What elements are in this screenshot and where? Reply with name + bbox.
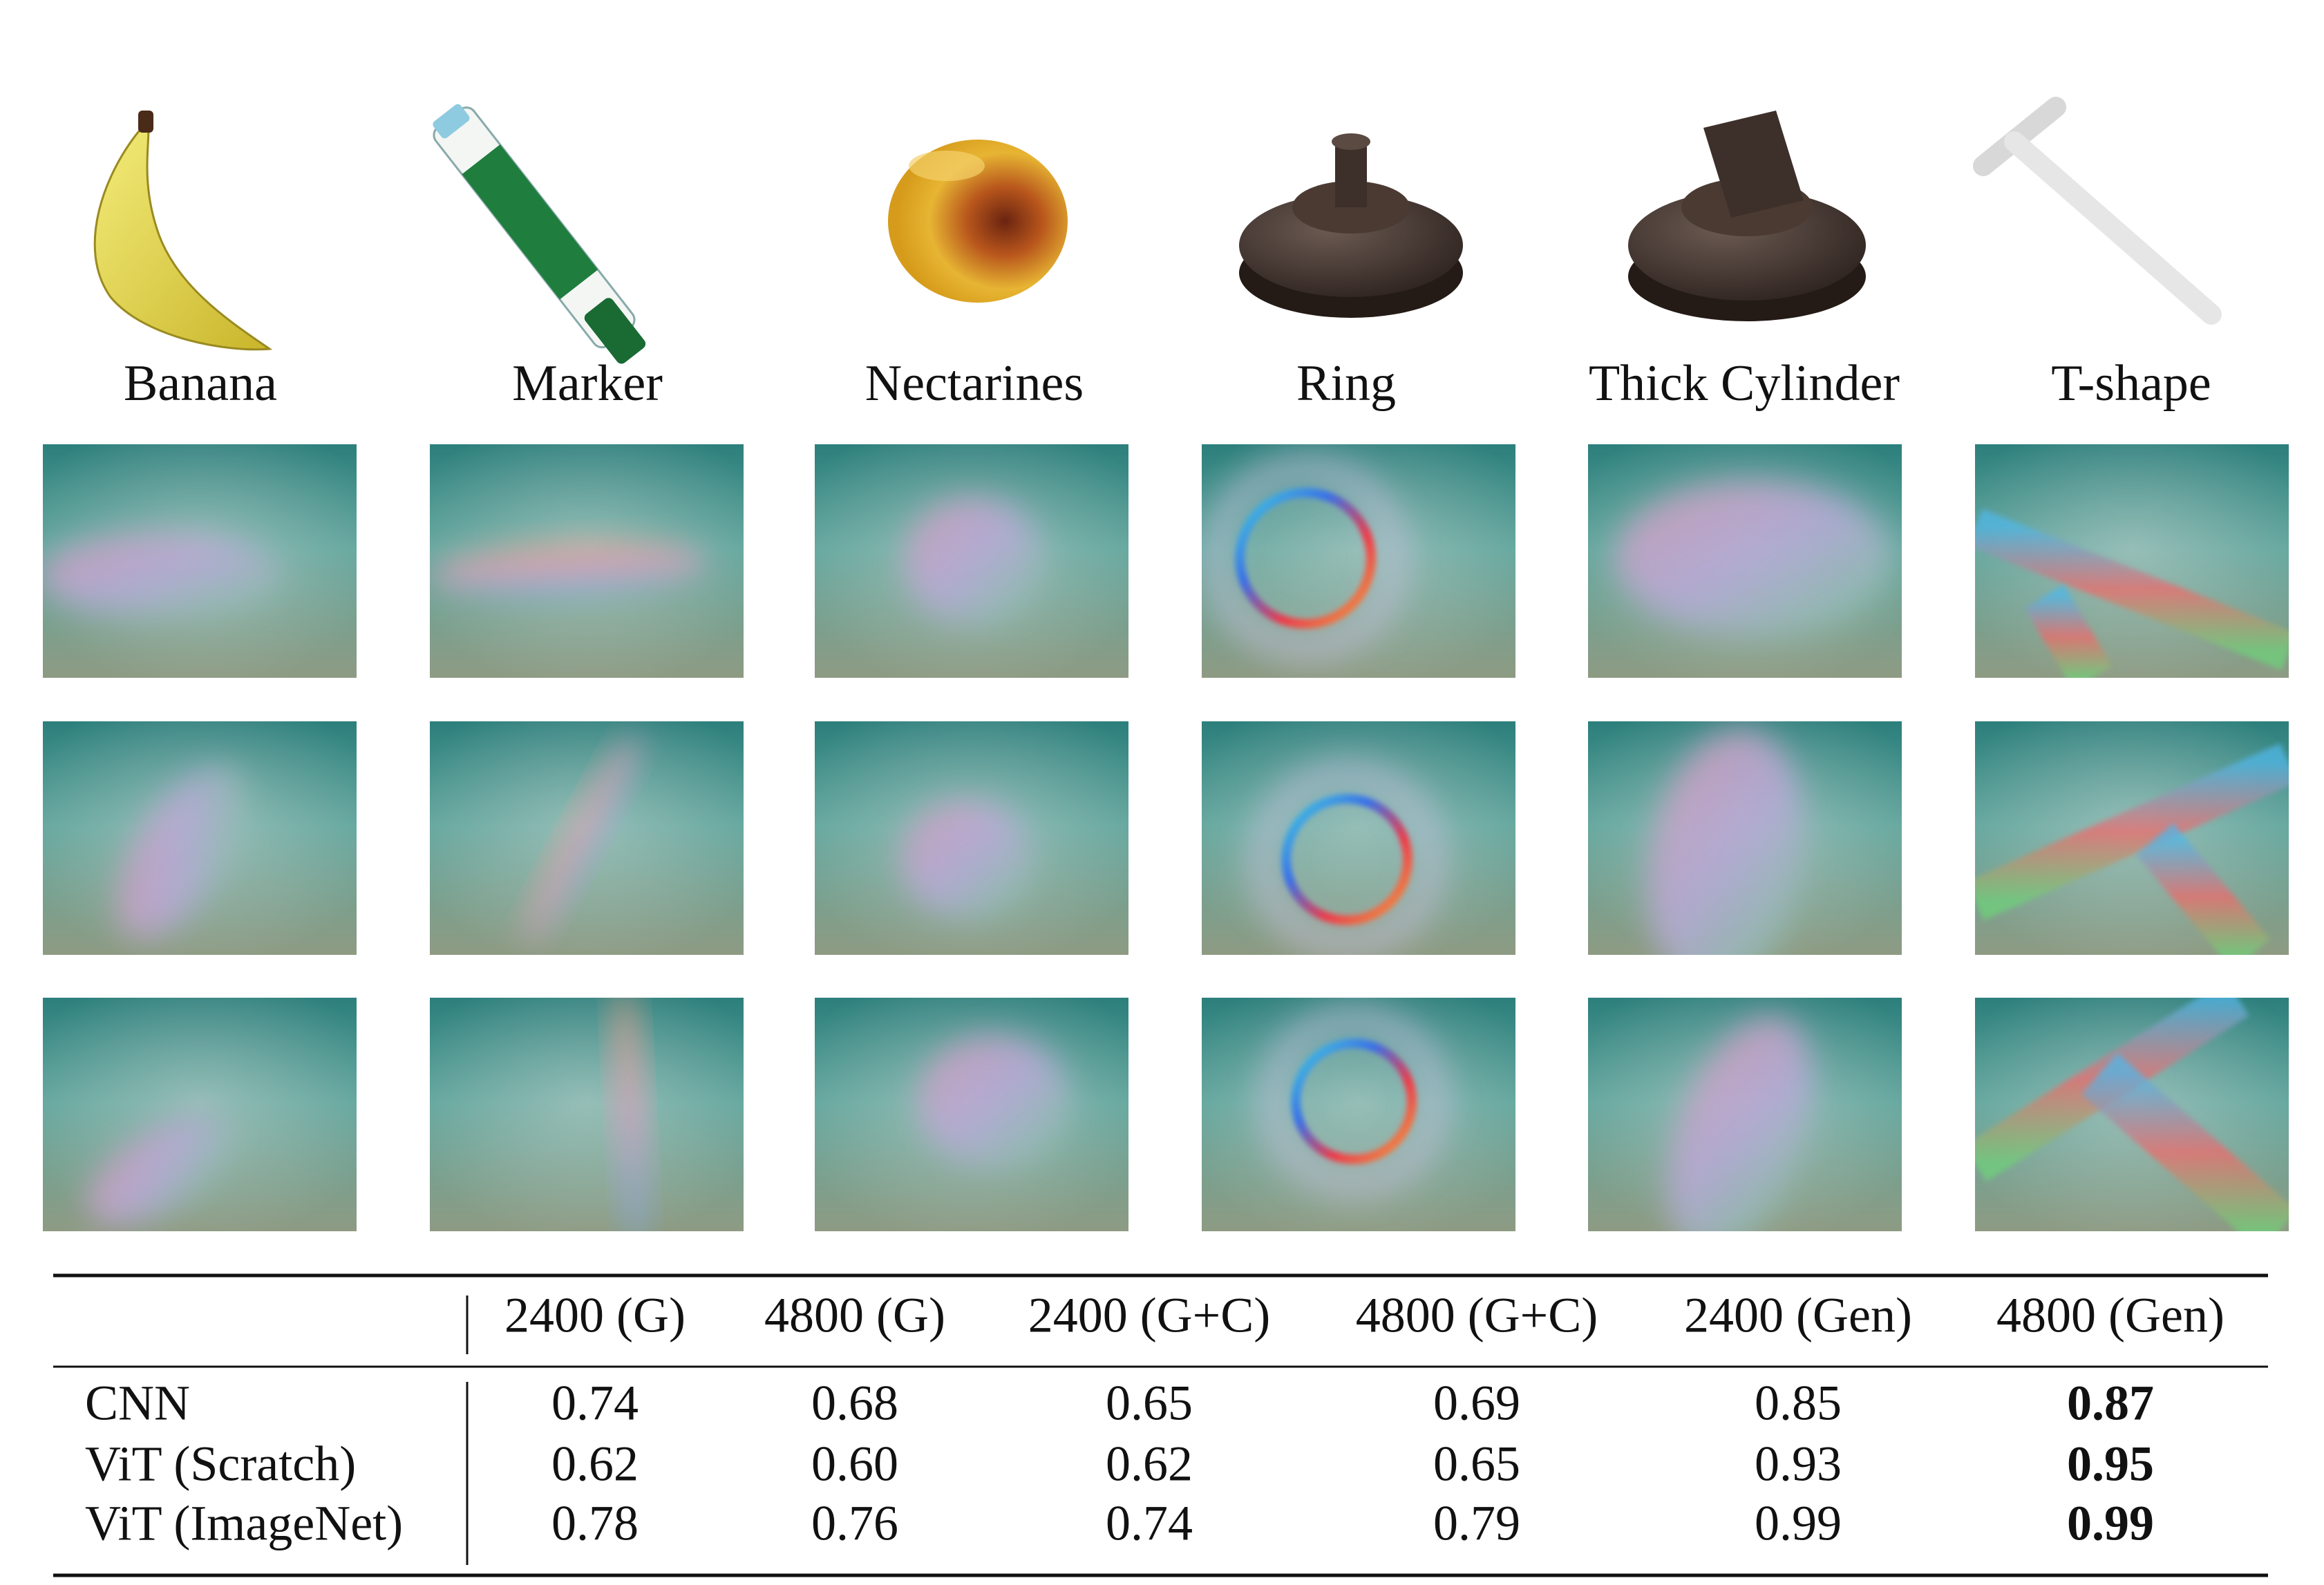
- nectarine-picture: [888, 140, 1068, 303]
- contact-blob: [614, 998, 646, 1231]
- column-header: 2400 (G+C): [1028, 1288, 1271, 1343]
- contact-ring: [1235, 488, 1376, 629]
- contact-blob: [918, 1036, 1070, 1167]
- contact-blob: [87, 1116, 234, 1225]
- row-label: ViT (ImageNet): [85, 1496, 403, 1551]
- tactile-image: [815, 721, 1128, 955]
- object-label: Nectarines: [865, 355, 1084, 412]
- tactile-image: [1202, 721, 1515, 955]
- tactile-image: [1202, 998, 1515, 1231]
- contact-halo: [1248, 761, 1446, 955]
- contact-bar: [1975, 743, 2289, 921]
- column-header: 4800 (G): [764, 1288, 945, 1343]
- tactile-image: [430, 998, 744, 1231]
- ring-picture: [1239, 133, 1463, 318]
- table-cell: 0.60: [811, 1436, 898, 1492]
- tactile-image: [1975, 721, 2289, 955]
- contact-blob: [1668, 1017, 1813, 1231]
- tactile-image: [1202, 444, 1515, 678]
- t-shape-picture: [1973, 97, 2222, 325]
- thick-cylinder-picture: [1628, 111, 1866, 321]
- contact-bar: [2081, 1053, 2289, 1231]
- object-pictures: [93, 97, 2222, 364]
- banana-picture: [93, 111, 273, 351]
- contact-ring: [1291, 1038, 1417, 1164]
- marker-picture: [433, 104, 646, 364]
- table-cell: 0.65: [1106, 1376, 1193, 1431]
- tactile-image: [1975, 998, 2289, 1231]
- object-label: Marker: [512, 355, 663, 412]
- table-cell: 0.99: [2067, 1496, 2154, 1551]
- tactile-image: [815, 444, 1128, 678]
- object-label: T-shape: [2051, 355, 2211, 412]
- table-cell: 0.99: [1755, 1496, 1842, 1551]
- table-cell: 0.93: [1755, 1436, 1842, 1492]
- contact-ring: [1281, 794, 1413, 925]
- table-cell: 0.78: [551, 1496, 639, 1551]
- table-cell: 0.95: [2067, 1436, 2154, 1492]
- tactile-image-grid: [43, 444, 2289, 1231]
- table-cell: 0.87: [2067, 1376, 2154, 1431]
- contact-blob: [905, 498, 1043, 625]
- contact-blob: [1647, 729, 1805, 955]
- tactile-glow: [430, 998, 744, 1231]
- table: 2400 (G) 4800 (G) 2400 (G+C) 4800 (G+C) 2400…: [53, 1273, 2268, 1577]
- contact-blob: [430, 543, 706, 594]
- tactile-image: [430, 444, 744, 678]
- tactile-image: [815, 998, 1128, 1231]
- contact-bar: [2135, 823, 2271, 955]
- column-header: 2400 (G): [504, 1288, 686, 1343]
- column-header: 4800 (G+C): [1356, 1288, 1598, 1343]
- table-cell: 0.68: [811, 1376, 898, 1431]
- table-cell: 0.74: [551, 1376, 639, 1431]
- table-cell: 0.85: [1755, 1376, 1842, 1431]
- object-label: Thick Cylinder: [1589, 355, 1900, 412]
- contact-blob: [525, 734, 639, 943]
- table-cell: 0.74: [1106, 1496, 1193, 1551]
- row-label: ViT (Scratch): [85, 1436, 356, 1492]
- object-label: Ring: [1296, 355, 1396, 412]
- contact-blob: [1616, 482, 1892, 634]
- tactile-image: [1975, 444, 2289, 678]
- contact-halo: [1202, 455, 1409, 662]
- column-header: 2400 (Gen): [1684, 1288, 1912, 1343]
- tactile-image: [43, 998, 357, 1231]
- object-label: Banana: [124, 355, 277, 412]
- contact-bar: [2024, 585, 2113, 678]
- tactile-image: [1588, 721, 1902, 955]
- contact-bar: [1975, 509, 2289, 670]
- table-cell: 0.62: [551, 1436, 639, 1492]
- tactile-image: [1588, 998, 1902, 1231]
- contact-halo: [1258, 1005, 1450, 1197]
- column-header: 4800 (Gen): [1996, 1288, 2224, 1343]
- table-cell: 0.62: [1106, 1436, 1193, 1492]
- table-cell: 0.65: [1433, 1436, 1520, 1492]
- tactile-image: [43, 721, 357, 955]
- object-labels: Banana Marker Nectarines Ring Thick Cylinder…: [124, 355, 2211, 412]
- table-cell: 0.79: [1433, 1496, 1520, 1551]
- tactile-image: [43, 444, 357, 678]
- tactile-image: [1588, 444, 1902, 678]
- contact-blob: [43, 534, 281, 617]
- contact-blob: [117, 767, 245, 938]
- contact-blob: [901, 801, 1032, 918]
- table-cell: 0.76: [811, 1496, 898, 1551]
- table-cell: 0.69: [1433, 1376, 1520, 1431]
- row-label: CNN: [85, 1376, 190, 1431]
- tactile-image: [430, 721, 744, 955]
